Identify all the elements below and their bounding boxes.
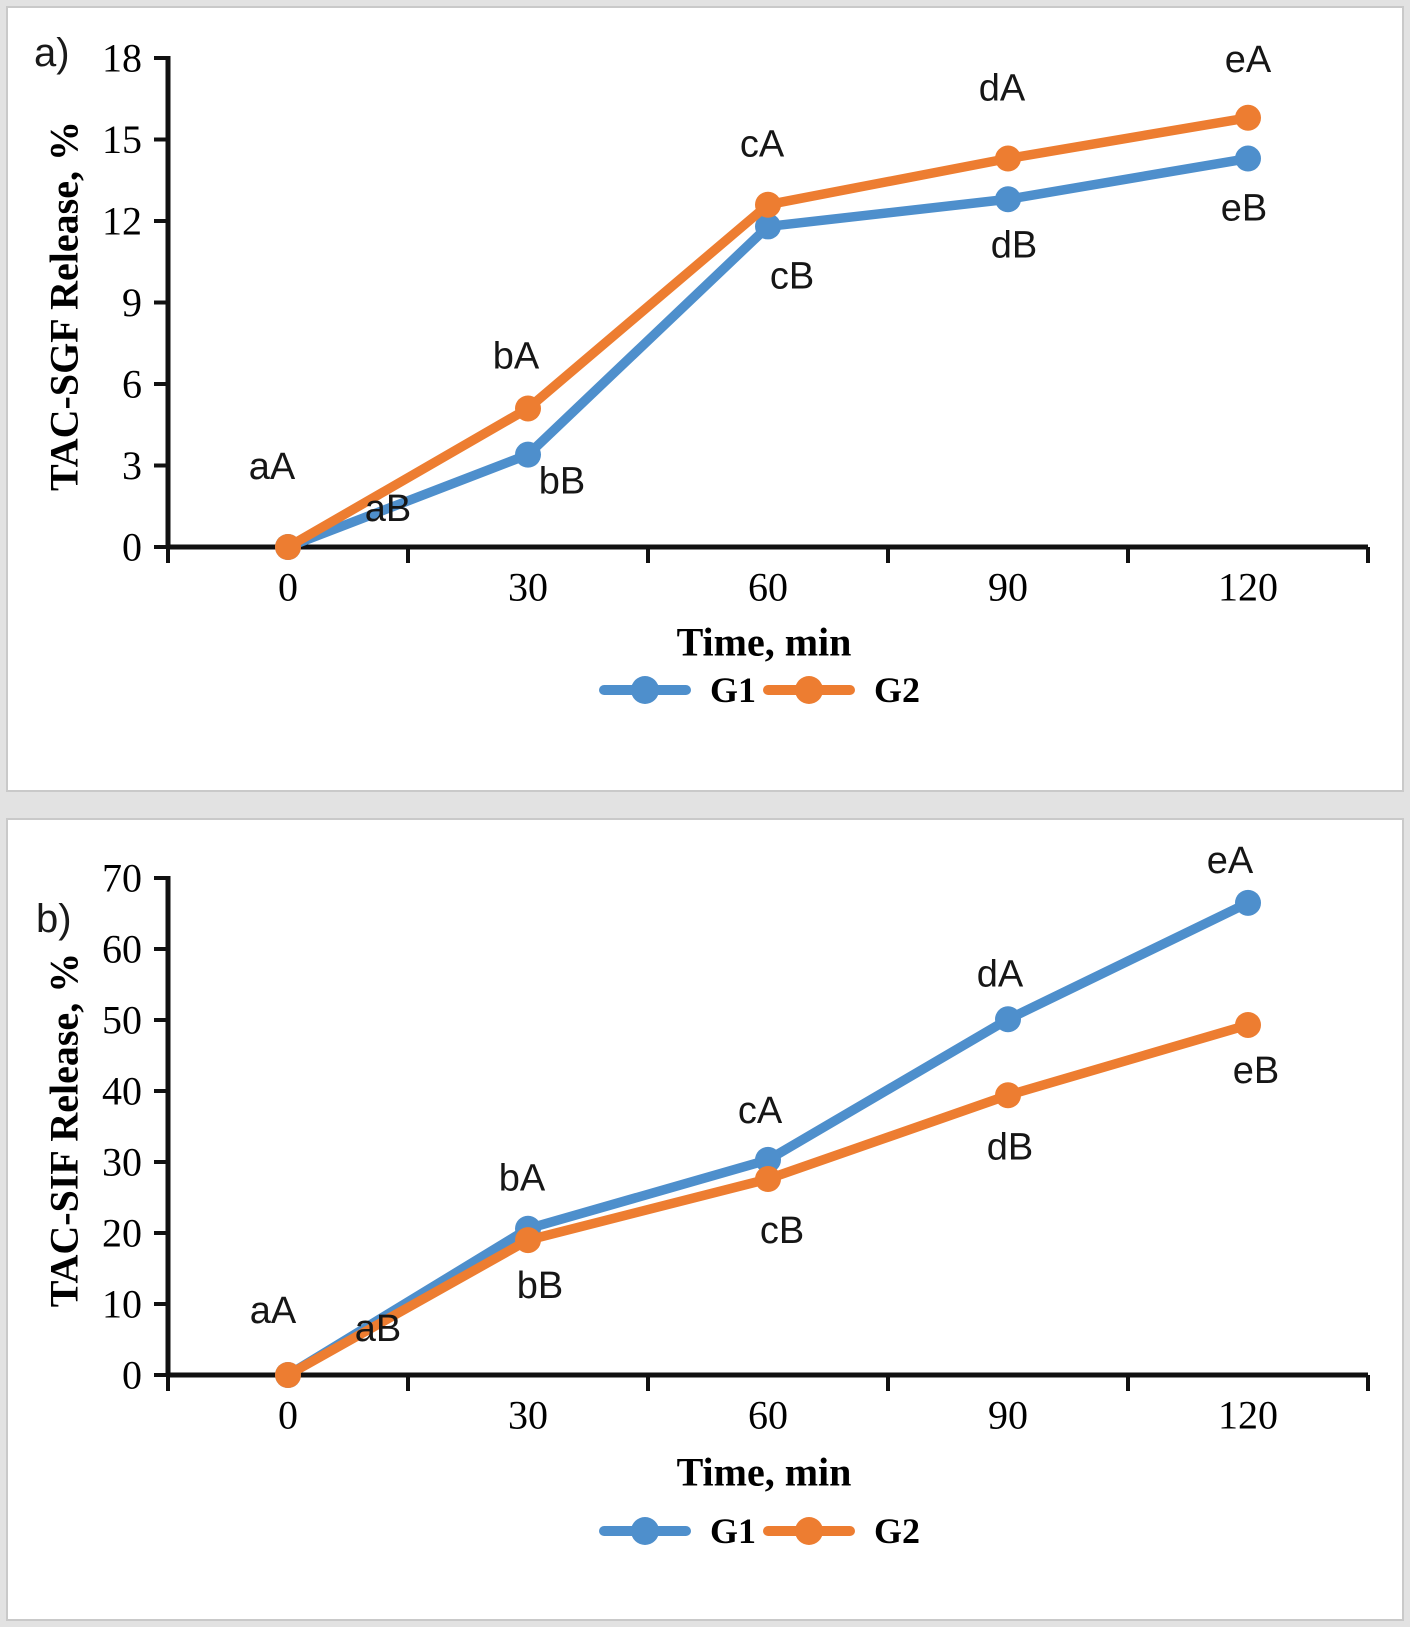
data-point-marker-G2 xyxy=(275,1362,301,1388)
point-label-cB: cB xyxy=(760,1210,804,1252)
point-label-bA: bA xyxy=(499,1158,546,1200)
panel-label: a) xyxy=(34,31,70,75)
data-point-marker-G1 xyxy=(995,1006,1021,1033)
point-label-aA: aA xyxy=(250,1290,297,1332)
y-tick-label: 3 xyxy=(122,443,142,488)
y-tick-label: 40 xyxy=(102,1069,142,1114)
legend-label-G2: G2 xyxy=(874,670,920,710)
y-tick-label: 30 xyxy=(102,1140,142,1185)
data-point-marker-G2 xyxy=(515,1227,541,1254)
point-label-dB: dB xyxy=(991,224,1037,266)
y-tick-label: 12 xyxy=(102,199,142,244)
x-axis-title: Time, min xyxy=(677,1450,852,1495)
series-line-G2 xyxy=(283,1020,1253,1380)
y-tick-label: 60 xyxy=(102,927,142,972)
legend-marker-G2 xyxy=(795,676,823,704)
point-label-eA: eA xyxy=(1207,840,1254,882)
x-tick-label: 90 xyxy=(988,1393,1028,1438)
x-tick-label: 0 xyxy=(278,565,298,610)
point-label-bB: bB xyxy=(539,461,585,503)
point-label-aB: aB xyxy=(355,1308,401,1350)
chart-panel-a: 0 3 6 9 12 15 18 0 30 60 90 120 aA aB bA bB cA cB dA dB eA eB… xyxy=(34,31,1370,710)
x-tick-label: 30 xyxy=(508,565,548,610)
y-tick-label: 15 xyxy=(102,117,142,162)
x-tick-label: 0 xyxy=(278,1393,298,1438)
point-label-cA: cA xyxy=(740,124,785,166)
point-label-eB: eB xyxy=(1233,1050,1279,1092)
point-label-aB: aB xyxy=(365,488,411,530)
legend-marker-G1 xyxy=(631,1517,659,1545)
data-point-marker-G2 xyxy=(275,534,301,560)
x-tick-label: 60 xyxy=(748,565,788,610)
legend-label-G2: G2 xyxy=(874,1511,920,1551)
legend-label-G1: G1 xyxy=(710,1511,756,1551)
y-tick-label: 6 xyxy=(122,362,142,407)
data-point-marker-G1 xyxy=(755,1146,781,1173)
point-label-bA: bA xyxy=(493,335,540,377)
data-point-marker-G1 xyxy=(515,441,541,468)
x-tick-label: 120 xyxy=(1218,1393,1278,1438)
chart-panel-b: 0 10 20 30 40 50 60 70 0 30 60 90 120 aA aB bA bB cA cB dA d… xyxy=(36,840,1370,1551)
point-label-bB: bB xyxy=(517,1265,563,1307)
data-point-marker-G2 xyxy=(755,1166,781,1193)
panel-label: b) xyxy=(36,897,72,941)
y-tick-label: 20 xyxy=(102,1211,142,1256)
point-label-eA: eA xyxy=(1225,39,1272,81)
y-tick-label: 18 xyxy=(102,36,142,81)
data-point-marker-G1 xyxy=(1235,145,1261,172)
x-tick-label: 30 xyxy=(508,1393,548,1438)
x-tick-label: 120 xyxy=(1218,565,1278,610)
figure-panel-b: 0 10 20 30 40 50 60 70 0 30 60 90 120 aA aB bA bB cA cB dA d… xyxy=(6,818,1404,1621)
x-axis-title: Time, min xyxy=(677,620,852,665)
legend-marker-G2 xyxy=(795,1517,823,1545)
y-tick-label: 50 xyxy=(102,998,142,1043)
point-label-aA: aA xyxy=(249,446,296,488)
y-axis-title: TAC-SIF Release, % xyxy=(42,953,87,1307)
point-label-dB: dB xyxy=(987,1126,1033,1168)
y-tick-label: 10 xyxy=(102,1282,142,1327)
y-tick-label: 9 xyxy=(122,280,142,325)
data-point-marker-G2 xyxy=(1235,104,1261,131)
series-line-G1 xyxy=(283,898,1253,1380)
data-point-marker-G2 xyxy=(995,1082,1021,1109)
point-label-cA: cA xyxy=(738,1090,783,1132)
legend-marker-G1 xyxy=(631,676,659,704)
point-label-cB: cB xyxy=(770,255,814,297)
x-tick-label: 90 xyxy=(988,565,1028,610)
data-point-marker-G2 xyxy=(1235,1011,1261,1038)
data-point-marker-G1 xyxy=(1235,889,1261,916)
figure-panel-a: 0 3 6 9 12 15 18 0 30 60 90 120 aA aB bA bB cA cB dA dB eA eB… xyxy=(6,6,1404,792)
y-axis-title: TAC-SGF Release, % xyxy=(42,121,87,491)
data-point-marker-G1 xyxy=(755,213,781,240)
point-label-dA: dA xyxy=(977,953,1024,995)
data-point-marker-G2 xyxy=(995,145,1021,172)
data-point-marker-G2 xyxy=(515,395,541,422)
legend-label-G1: G1 xyxy=(710,670,756,710)
point-label-eB: eB xyxy=(1221,188,1267,230)
point-label-dA: dA xyxy=(979,68,1026,110)
y-tick-label: 0 xyxy=(122,525,142,570)
data-point-marker-G1 xyxy=(995,186,1021,213)
y-tick-label: 0 xyxy=(122,1353,142,1398)
x-tick-label: 60 xyxy=(748,1393,788,1438)
y-tick-label: 70 xyxy=(102,856,142,901)
data-point-marker-G2 xyxy=(755,191,781,218)
